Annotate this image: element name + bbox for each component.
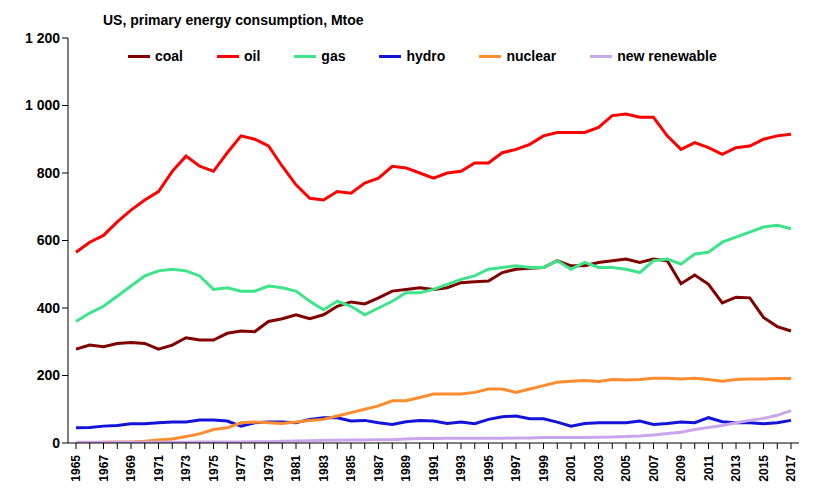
svg-text:1993: 1993	[454, 455, 468, 482]
svg-text:1977: 1977	[234, 455, 248, 482]
svg-text:0: 0	[52, 435, 60, 451]
svg-text:600: 600	[37, 232, 61, 248]
svg-text:1975: 1975	[207, 455, 221, 482]
svg-text:1999: 1999	[537, 455, 551, 482]
svg-text:1995: 1995	[482, 455, 496, 482]
svg-text:2009: 2009	[674, 455, 688, 482]
svg-text:2015: 2015	[757, 455, 771, 482]
svg-text:2011: 2011	[702, 455, 716, 481]
svg-text:1981: 1981	[289, 455, 303, 482]
html-text:gas: gas	[321, 48, 346, 64]
svg-text:200: 200	[37, 367, 61, 383]
svg-text:2003: 2003	[592, 455, 606, 482]
html-text:US, primary energy consumption: US, primary energy consumption, Mtoe	[103, 12, 364, 28]
html-text:nuclear: nuclear	[506, 48, 557, 64]
svg-text:1997: 1997	[509, 455, 523, 482]
svg-text:1 200: 1 200	[25, 30, 60, 46]
svg-text:1971: 1971	[152, 455, 166, 482]
svg-text:1983: 1983	[317, 455, 331, 482]
svg-text:1987: 1987	[372, 455, 386, 482]
svg-text:2007: 2007	[647, 455, 661, 482]
svg-text:1973: 1973	[179, 455, 193, 482]
svg-text:1967: 1967	[97, 455, 111, 482]
svg-text:800: 800	[37, 165, 61, 181]
svg-text:1991: 1991	[427, 455, 441, 482]
html-text:oil: oil	[244, 48, 261, 64]
svg-text:2005: 2005	[619, 455, 633, 482]
svg-text:1965: 1965	[69, 455, 83, 482]
svg-text:1985: 1985	[344, 455, 358, 482]
svg-text:1969: 1969	[124, 455, 138, 482]
svg-text:2017: 2017	[784, 455, 798, 482]
svg-text:1979: 1979	[262, 455, 276, 482]
svg-text:2001: 2001	[564, 455, 578, 482]
svg-text:1 000: 1 000	[25, 97, 60, 113]
html-text:coal: coal	[155, 48, 183, 64]
svg-text:2013: 2013	[729, 455, 743, 482]
svg-text:400: 400	[37, 300, 61, 316]
html-text:hydro: hydro	[406, 48, 446, 64]
svg-text:1989: 1989	[399, 455, 413, 482]
html-text:new renewable: new renewable	[617, 48, 717, 64]
